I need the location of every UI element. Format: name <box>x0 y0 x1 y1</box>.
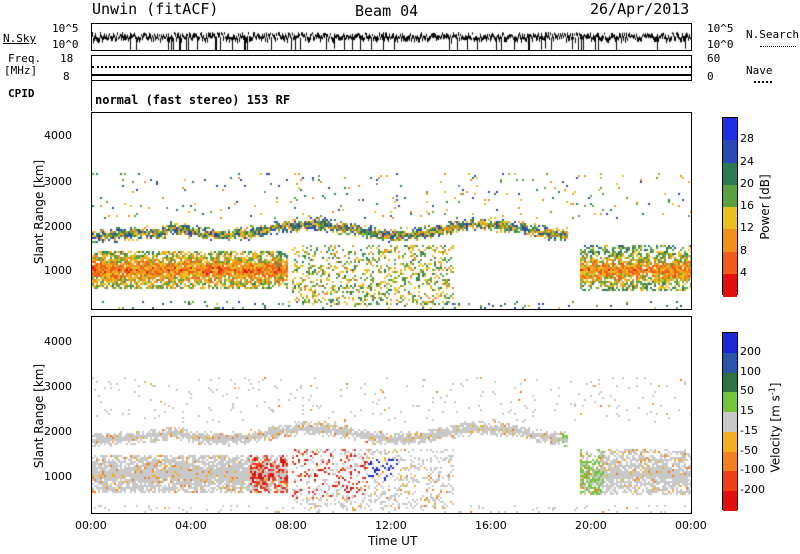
cpid-divider <box>91 81 92 111</box>
power-colorbar-segment <box>723 184 737 208</box>
velocity-colorbar-tick: 15 <box>740 404 754 418</box>
power-colorbar-tick: 28 <box>740 132 754 146</box>
date-title: 26/Apr/2013 <box>590 0 690 18</box>
velocity-colorbar-tick: -15 <box>740 423 758 437</box>
nave-legend-line <box>754 81 772 83</box>
velocity-colorbar-segment <box>723 352 737 373</box>
noise-right-label: N.Search <box>746 28 799 41</box>
velocity-colorbar-tick: -100 <box>740 463 765 477</box>
power-colorbar <box>722 117 738 297</box>
velocity-colorbar-tick: -200 <box>740 483 765 497</box>
velocity-colorbar-segment <box>723 491 737 512</box>
freq-left-tick-top: 18 <box>60 52 74 65</box>
power-colorbar-tick: 4 <box>740 265 747 279</box>
velocity-colorbar-segment <box>723 451 737 472</box>
xtick-0000-end: 00:00 <box>675 519 707 532</box>
velocity-ytick-1000: 1000 <box>44 470 72 483</box>
freq-label-bottom: [MHz] <box>4 64 38 77</box>
velocity-colorbar <box>722 332 738 512</box>
velocity-colorbar-tick: 100 <box>740 364 761 378</box>
power-colorbar-segment <box>723 207 737 230</box>
velocity-ytick-2000: 2000 <box>44 425 72 438</box>
power-colorbar-segment <box>723 118 737 141</box>
cpid-text: normal (fast stereo) 153 RF <box>95 93 291 107</box>
station-title: Unwin (fitACF) <box>92 0 219 18</box>
velocity-colorbar-segment <box>723 333 737 353</box>
noise-left-tick-top: 10^5 <box>52 22 79 35</box>
power-panel-frame <box>91 112 692 310</box>
velocity-colorbar-segment <box>723 372 737 393</box>
freq-right-tick-top: 60 <box>707 52 721 65</box>
power-ytick-2000: 2000 <box>44 220 72 233</box>
xtick-0000: 00:00 <box>75 519 107 532</box>
xtick-0400: 04:00 <box>175 519 207 532</box>
noise-right-tick-bottom: 10^0 <box>707 38 734 51</box>
velocity-colorbar-segment <box>723 431 737 452</box>
power-ytick-3000: 3000 <box>44 175 72 188</box>
velocity-colorbar-tick: -50 <box>740 443 758 457</box>
xtick-2000: 20:00 <box>575 519 607 532</box>
velocity-ytick-4000: 4000 <box>44 335 72 348</box>
freq-label-top: Freq. <box>8 52 42 65</box>
velocity-colorbar-segment <box>723 392 737 413</box>
power-heatmap <box>92 113 691 309</box>
power-colorbar-tick: 12 <box>740 221 754 235</box>
velocity-colorbar-tick: 200 <box>740 344 761 358</box>
power-ytick-4000: 4000 <box>44 129 72 142</box>
noise-left-label: N.Sky <box>3 32 37 45</box>
power-ylabel: Slant Range [km] <box>32 159 46 265</box>
power-colorbar-tick: 8 <box>740 243 747 257</box>
beam-title: Beam 04 <box>355 2 419 20</box>
freq-left-tick-bottom: 8 <box>63 70 70 83</box>
xtick-1200: 12:00 <box>375 519 407 532</box>
velocity-panel-frame <box>91 316 692 514</box>
power-colorbar-tick: 20 <box>740 176 754 190</box>
noise-trace <box>92 24 691 50</box>
freq-panel-frame <box>91 55 692 81</box>
power-ytick-1000: 1000 <box>44 264 72 277</box>
freq-trace <box>92 74 691 76</box>
power-colorbar-segment <box>723 251 737 275</box>
nave-label: Nave <box>746 64 773 77</box>
power-colorbar-segment <box>723 229 737 253</box>
velocity-colorbar-segment <box>723 471 737 492</box>
power-colorbar-segment <box>723 140 737 164</box>
noise-search-legend-line <box>760 46 796 47</box>
power-colorbar-segment <box>723 273 737 297</box>
cpid-label: CPID <box>8 87 35 100</box>
time-axis-label: Time UT <box>368 534 418 548</box>
nave-trace <box>92 66 691 68</box>
velocity-colorbar-tick: 50 <box>740 384 754 398</box>
power-colorbar-label: Power [dB] <box>758 174 772 240</box>
power-colorbar-tick: 24 <box>740 154 754 168</box>
velocity-ytick-3000: 3000 <box>44 380 72 393</box>
velocity-colorbar-label: Velocity [m s-1] <box>767 382 783 473</box>
freq-right-tick-bottom: 0 <box>707 70 714 83</box>
noise-panel-frame <box>91 23 692 51</box>
noise-left-tick-bottom: 10^0 <box>52 38 79 51</box>
velocity-heatmap <box>92 317 691 513</box>
velocity-ylabel: Slant Range [km] <box>32 363 46 469</box>
xtick-0800: 08:00 <box>275 519 307 532</box>
xtick-1600: 16:00 <box>475 519 507 532</box>
power-colorbar-segment <box>723 162 737 186</box>
power-colorbar-tick: 16 <box>740 199 754 212</box>
noise-right-tick-top: 10^5 <box>707 22 734 35</box>
velocity-colorbar-segment <box>723 412 737 433</box>
